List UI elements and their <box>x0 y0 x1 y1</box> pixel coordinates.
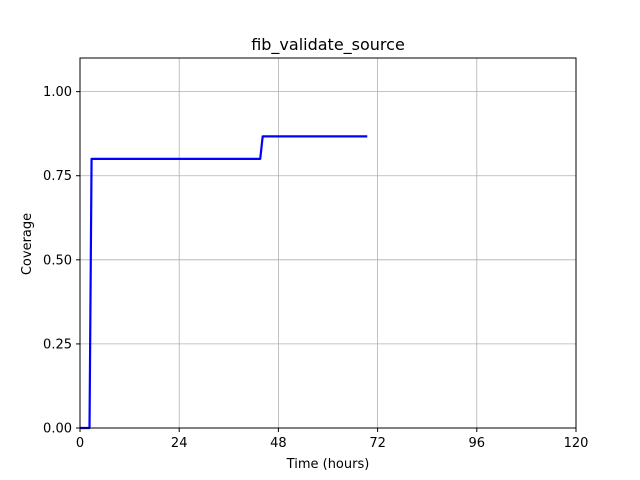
y-tick-label: 0.75 <box>43 169 72 184</box>
plot-frame <box>79 57 577 429</box>
x-axis: 0 24 48 72 96 120 <box>76 428 589 451</box>
x-tick-label: 0 <box>76 436 84 451</box>
x-tick-label: 24 <box>171 436 188 451</box>
y-axis-label: Coverage <box>20 213 35 275</box>
x-tick-label: 48 <box>270 436 287 451</box>
chart-title: fib_validate_source <box>251 35 405 55</box>
coverage-line <box>80 135 368 430</box>
y-axis: 0.00 0.25 0.50 0.75 1.00 <box>43 85 80 437</box>
x-tick-label: 72 <box>369 436 386 451</box>
grid <box>79 58 577 429</box>
x-axis-label: Time (hours) <box>286 457 370 472</box>
x-tick-label: 96 <box>469 436 486 451</box>
series-layer <box>80 135 368 430</box>
y-tick-label: 1.00 <box>43 85 72 100</box>
y-tick-label: 0.00 <box>43 422 72 437</box>
y-tick-label: 0.50 <box>43 253 72 268</box>
x-tick-label: 120 <box>564 436 589 451</box>
y-tick-label: 0.25 <box>43 337 72 352</box>
